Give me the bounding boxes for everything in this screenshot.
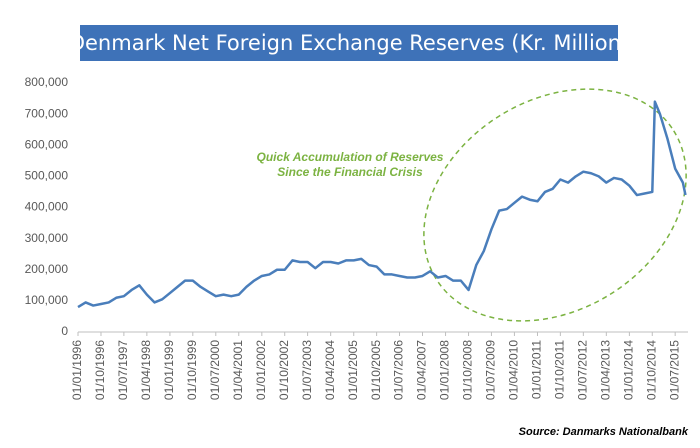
- x-tick-label: 01/07/2000: [208, 340, 222, 400]
- x-tick-label: 01/10/2014: [644, 340, 658, 400]
- x-tick-label: 01/01/1996: [70, 340, 84, 400]
- x-tick-label: 01/01/2005: [346, 340, 360, 400]
- x-tick-label: 01/10/1996: [93, 340, 107, 400]
- x-tick-label: 01/10/2002: [277, 340, 291, 400]
- x-tick-label: 01/07/2015: [667, 340, 681, 400]
- annotation: Since the Financial Crisis: [277, 165, 423, 179]
- x-tick-label: 01/10/2011: [553, 340, 567, 399]
- x-tick-label: 01/01/2011: [530, 340, 544, 399]
- y-tick-label: 600,000: [25, 137, 69, 151]
- x-tick-label: 01/07/1997: [116, 340, 130, 400]
- x-tick-label: 01/07/2006: [392, 340, 406, 400]
- x-tick-label: 01/10/2008: [461, 340, 475, 400]
- y-tick-label: 0: [61, 324, 68, 338]
- data-line: [77, 100, 687, 309]
- title-box: [80, 25, 618, 61]
- y-tick-label: 300,000: [25, 231, 69, 245]
- source: Source: Danmarks Nationalbank: [519, 426, 689, 438]
- y-tick-label: 500,000: [25, 169, 69, 183]
- x-tick-label: 01/10/2005: [369, 340, 383, 400]
- highlight-ellipse: [423, 88, 687, 322]
- x-tick-label: 01/07/2009: [484, 340, 498, 400]
- x-tick-label: 01/01/1999: [162, 340, 176, 400]
- x-tick-label: 01/07/2003: [300, 340, 314, 400]
- x-tick-label: 01/04/2010: [507, 340, 521, 400]
- y-tick-label: 100,000: [25, 293, 69, 307]
- x-tick-label: 01/01/2002: [254, 340, 268, 400]
- x-tick-label: 01/07/2012: [576, 340, 590, 400]
- x-tick-label: 01/04/1998: [139, 340, 153, 400]
- x-tick-label: 01/10/1999: [185, 340, 199, 400]
- x-tick-label: 01/04/2013: [598, 340, 612, 400]
- x-tick-label: 01/01/2008: [438, 340, 452, 400]
- y-tick-label: 400,000: [25, 200, 69, 214]
- y-tick-label: 700,000: [25, 106, 69, 120]
- x-tick-label: 01/01/2014: [622, 340, 636, 400]
- annotation: Quick Accumulation of Reserves: [257, 150, 444, 164]
- chart-title: Denmark Net Foreign Exchange Reserves (K…: [69, 31, 629, 55]
- x-tick-label: 01/04/2001: [231, 340, 245, 400]
- y-tick-label: 200,000: [25, 262, 69, 276]
- x-tick-label: 01/04/2007: [415, 340, 429, 400]
- x-tick-label: 01/04/2004: [323, 340, 337, 400]
- y-tick-label: 800,000: [25, 75, 69, 89]
